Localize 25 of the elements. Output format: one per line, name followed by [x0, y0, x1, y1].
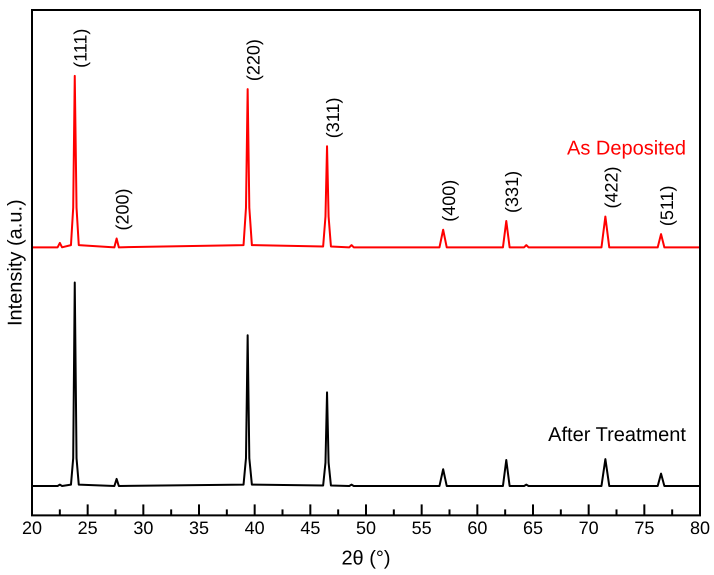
x-tick-label: 60	[467, 518, 488, 538]
x-tick-label: 55	[412, 518, 432, 538]
text: As Deposited	[567, 138, 686, 160]
x-tick-label: 40	[244, 518, 265, 538]
annotation: (220)	[244, 39, 264, 82]
x-axis-title: 2θ (°)	[341, 548, 391, 570]
annotation: (331)	[502, 170, 522, 213]
annotation: (422)	[601, 166, 622, 209]
annotation: (111)	[70, 28, 91, 68]
x-tick-label: 45	[300, 518, 320, 538]
y-axis-title: Intensity (a.u.)	[4, 199, 27, 326]
series-label: After Treatment	[548, 424, 686, 446]
x-tick-label: 80	[690, 518, 710, 538]
annotation: (511)	[657, 185, 677, 226]
annotation: (400)	[439, 180, 460, 222]
annotation: (200)	[112, 188, 133, 231]
x-tick-label: 25	[78, 518, 98, 538]
x-tick-label: 50	[356, 518, 376, 538]
x-tick-label: 65	[522, 518, 544, 538]
x-tick-label: 70	[578, 518, 599, 538]
x-tick-label: 30	[133, 518, 154, 538]
x-tick-label: 75	[634, 518, 654, 538]
annotation: (311)	[323, 98, 343, 138]
x-tick-label: 20	[22, 518, 42, 538]
x-tick-label: 35	[188, 518, 210, 538]
